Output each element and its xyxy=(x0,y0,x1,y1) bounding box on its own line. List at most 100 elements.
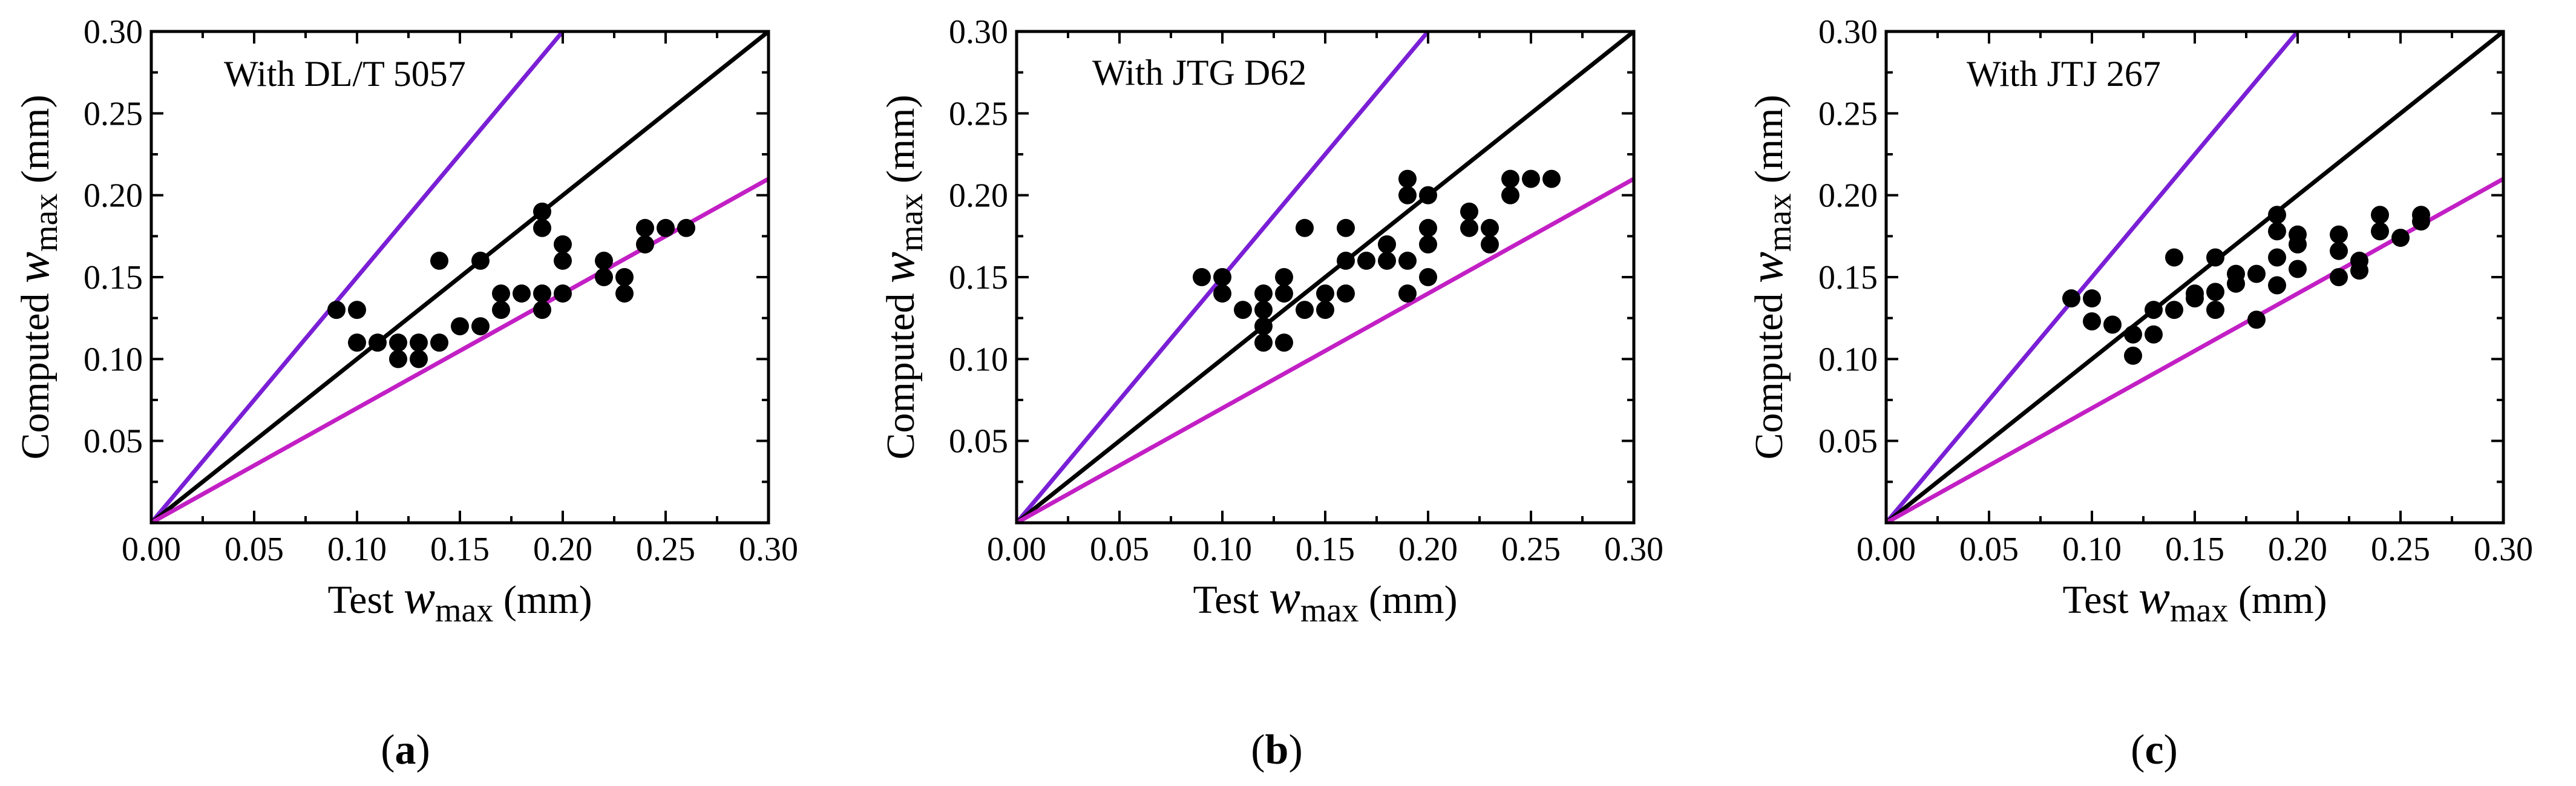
axis-ticks xyxy=(1885,30,2505,524)
y-tick-label: 0.30 xyxy=(84,13,143,51)
data-point xyxy=(1296,218,1314,237)
y-tick-label: 0.05 xyxy=(84,423,143,460)
data-point xyxy=(2268,276,2286,295)
data-point xyxy=(1213,284,1231,303)
data-point xyxy=(492,284,510,303)
x-tick-label: 0.20 xyxy=(1398,531,1458,568)
data-point xyxy=(533,202,551,221)
y-tick-label: 0.15 xyxy=(84,259,143,296)
y-axis-title: Computed wmax (mm) xyxy=(1740,94,1798,459)
data-point xyxy=(410,333,428,352)
data-point xyxy=(327,301,346,319)
lower-reference-line xyxy=(151,177,769,523)
data-point xyxy=(2124,325,2142,344)
panel-annotation: With JTG D62 xyxy=(1092,53,1306,93)
y-tick-label: 0.20 xyxy=(1818,177,1878,215)
data-point xyxy=(2186,289,2204,308)
x-tick-labels: 0.00 0.05 0.10 0.15 0.20 0.25 0.30 xyxy=(987,531,1663,568)
y-tick-label: 0.10 xyxy=(1818,341,1878,378)
data-point xyxy=(1275,333,1293,352)
x-tick-label: 0.10 xyxy=(2062,531,2122,568)
data-point xyxy=(1357,251,1375,270)
x-tick-labels: 0.00 0.05 0.10 0.15 0.20 0.25 0.30 xyxy=(122,531,798,568)
data-point xyxy=(595,268,613,286)
panel-annotation: With JTJ 267 xyxy=(1967,54,2161,94)
data-point xyxy=(2268,248,2286,267)
x-tick-label: 0.15 xyxy=(2165,531,2224,568)
data-point xyxy=(2145,301,2163,319)
data-point xyxy=(1398,186,1417,205)
panel-c: 0.00 0.05 0.10 0.15 0.20 0.25 0.30 0.05 0.10 0.1… xyxy=(1740,13,2533,773)
data-point xyxy=(1419,235,1437,254)
y-tick-label: 0.25 xyxy=(949,95,1008,133)
data-point xyxy=(2330,241,2348,260)
data-point xyxy=(636,235,654,254)
data-point xyxy=(1542,169,1561,188)
data-point xyxy=(2206,283,2224,301)
data-points xyxy=(327,202,695,368)
x-tick-label: 0.25 xyxy=(2371,531,2430,568)
data-point xyxy=(2103,315,2122,334)
x-tick-label: 0.05 xyxy=(1959,531,2019,568)
data-point xyxy=(389,350,407,368)
data-point xyxy=(1275,284,1293,303)
data-point xyxy=(2391,229,2410,247)
x-tick-label: 0.30 xyxy=(1604,531,1663,568)
data-point xyxy=(554,235,572,254)
y-tick-labels: 0.05 0.10 0.15 0.20 0.25 0.30 xyxy=(1818,13,1878,460)
lower-reference-line xyxy=(1886,177,2503,523)
x-tick-label: 0.15 xyxy=(1296,531,1355,568)
data-point xyxy=(1254,284,1273,303)
y-tick-label: 0.10 xyxy=(84,341,143,378)
data-point xyxy=(1481,218,1499,237)
panel-caption: (c) xyxy=(2131,727,2178,773)
x-tick-label: 0.20 xyxy=(533,531,592,568)
x-tick-label: 0.25 xyxy=(636,531,695,568)
data-point xyxy=(471,251,490,270)
x-tick-label: 0.15 xyxy=(430,531,490,568)
data-point xyxy=(2206,301,2224,319)
y-axis-title: Computed wmax (mm) xyxy=(871,94,930,459)
reference-lines xyxy=(1017,31,1634,523)
y-tick-label: 0.20 xyxy=(949,177,1008,215)
identity-reference-line xyxy=(1886,31,2503,523)
data-point xyxy=(636,218,654,237)
data-point xyxy=(2330,268,2348,286)
data-point xyxy=(554,251,572,270)
y-axis-title: Computed wmax (mm) xyxy=(6,94,65,459)
data-point xyxy=(2412,212,2430,231)
y-tick-label: 0.25 xyxy=(84,95,143,133)
x-tick-label: 0.10 xyxy=(1193,531,1252,568)
upper-reference-line xyxy=(1017,31,1431,523)
panel-caption: (b) xyxy=(1251,727,1303,773)
data-point xyxy=(1460,202,1478,221)
data-point xyxy=(2165,248,2183,267)
data-point xyxy=(1378,251,1396,270)
y-tick-label: 0.20 xyxy=(84,177,143,215)
data-point xyxy=(533,301,551,319)
data-point xyxy=(1254,333,1273,352)
x-tick-labels: 0.00 0.05 0.10 0.15 0.20 0.25 0.30 xyxy=(1857,531,2533,568)
x-axis-title: Test wmax (mm) xyxy=(2062,571,2327,629)
data-point xyxy=(1419,268,1437,286)
data-point xyxy=(595,251,613,270)
data-point xyxy=(2083,289,2101,308)
data-point xyxy=(1275,268,1293,286)
data-point xyxy=(451,317,469,336)
data-point xyxy=(1254,301,1273,319)
data-point xyxy=(1337,251,1355,270)
data-point xyxy=(657,218,675,237)
data-point xyxy=(348,301,366,319)
data-point xyxy=(1419,186,1437,205)
data-point xyxy=(1501,169,1519,188)
data-point xyxy=(2268,206,2286,224)
y-tick-label: 0.10 xyxy=(949,341,1008,378)
axis-ticks xyxy=(1015,30,1635,524)
data-point xyxy=(2247,264,2266,283)
data-point xyxy=(2165,301,2183,319)
data-point xyxy=(2371,206,2389,224)
data-point xyxy=(1419,218,1437,237)
data-point xyxy=(615,284,634,303)
data-points xyxy=(1193,169,1561,352)
